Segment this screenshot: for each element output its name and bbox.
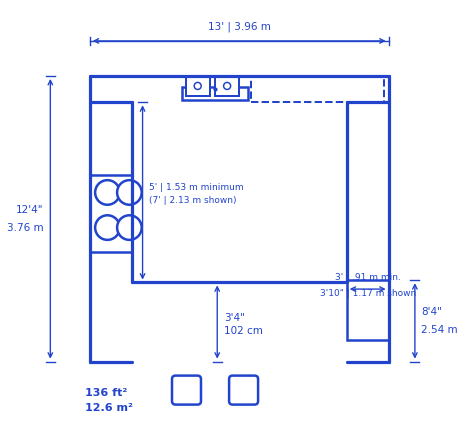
Text: 5' | 1.53 m minimum: 5' | 1.53 m minimum [149, 183, 244, 192]
Text: 12'4": 12'4" [16, 205, 44, 215]
Circle shape [224, 82, 231, 89]
Text: 102 cm: 102 cm [224, 326, 263, 336]
Text: 136 ft²: 136 ft² [85, 388, 128, 398]
FancyBboxPatch shape [229, 376, 258, 404]
Bar [186, 76, 210, 96]
Circle shape [117, 180, 142, 205]
Text: 2.54 m: 2.54 m [421, 325, 458, 335]
Bar [215, 76, 239, 96]
Text: 3.76 m: 3.76 m [7, 223, 44, 232]
FancyBboxPatch shape [172, 376, 201, 404]
Circle shape [95, 180, 120, 205]
Text: (7' | 2.13 m shown): (7' | 2.13 m shown) [149, 196, 237, 205]
Text: 3' | .91 m min.: 3' | .91 m min. [335, 273, 401, 282]
Bar [252, 76, 384, 103]
Text: 8'4": 8'4" [421, 307, 442, 317]
Bar [90, 175, 132, 252]
Text: 3'10" | 1.17 m shown: 3'10" | 1.17 m shown [319, 289, 416, 298]
Circle shape [95, 215, 120, 240]
Text: 12.6 m²: 12.6 m² [85, 403, 133, 413]
Bar [182, 87, 248, 100]
Text: 13' | 3.96 m: 13' | 3.96 m [208, 22, 271, 32]
Circle shape [117, 215, 142, 240]
Bar [347, 280, 389, 339]
Text: 3'4": 3'4" [224, 312, 245, 323]
Circle shape [194, 82, 201, 89]
